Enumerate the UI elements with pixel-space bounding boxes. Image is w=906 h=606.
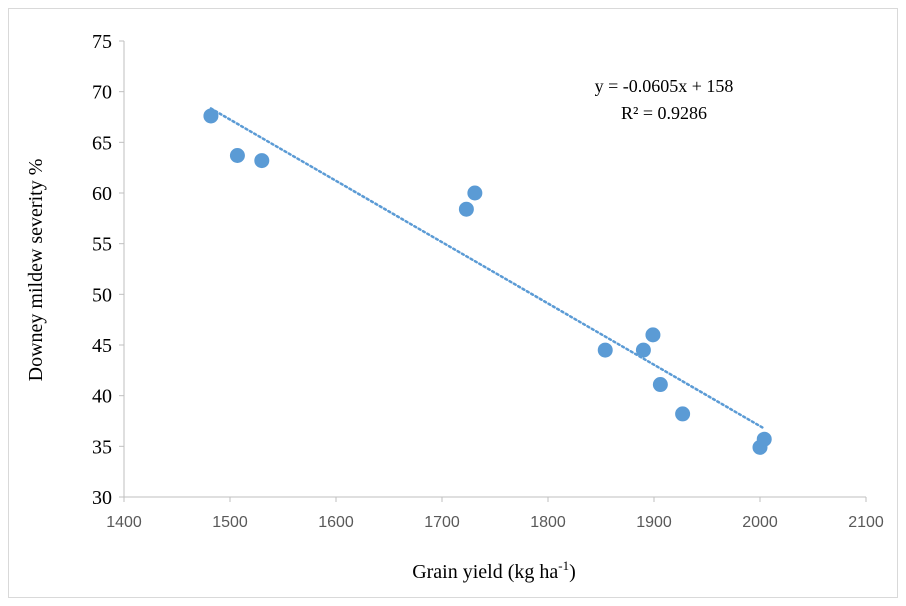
data-points xyxy=(203,108,772,455)
trendline-group xyxy=(209,107,766,430)
x-tick-label: 1600 xyxy=(318,514,354,531)
data-point xyxy=(229,148,245,164)
y-tick-label: 70 xyxy=(92,82,112,104)
x-tick-label: 1900 xyxy=(636,514,672,531)
data-point xyxy=(203,108,219,124)
y-tick-label: 65 xyxy=(92,132,112,154)
axes xyxy=(119,40,867,502)
x-axis-title: Grain yield (kg ha-1) xyxy=(412,558,576,583)
x-tick-label: 1400 xyxy=(106,514,142,531)
y-tick-label: 40 xyxy=(92,386,112,408)
trendline-equation: y = -0.0605x + 158 xyxy=(595,76,734,96)
x-tick-label: 1800 xyxy=(530,514,566,531)
data-point xyxy=(645,327,661,343)
y-tick-label: 75 xyxy=(92,31,112,53)
x-tick-label: 2100 xyxy=(848,514,884,531)
x-tick-label: 1500 xyxy=(212,514,248,531)
data-point xyxy=(467,185,483,201)
data-point xyxy=(458,201,474,217)
y-tick-label: 45 xyxy=(92,335,112,357)
r-squared-label: R² = 0.9286 xyxy=(621,103,707,123)
data-point xyxy=(597,342,613,358)
x-axis-title-suffix: ) xyxy=(569,561,576,583)
y-tick-label: 60 xyxy=(92,183,112,205)
data-point xyxy=(756,431,772,447)
data-point xyxy=(635,342,651,358)
y-tick-label: 50 xyxy=(92,284,112,306)
chart-frame xyxy=(8,8,898,598)
y-tick-label: 35 xyxy=(92,436,112,458)
data-point xyxy=(652,377,668,393)
data-point xyxy=(675,406,691,422)
data-point xyxy=(254,153,270,169)
x-axis-title-superscript: -1 xyxy=(558,558,569,573)
trendline xyxy=(209,107,766,430)
x-tick-labels: 1400 1500 1600 1700 1800 1900 2000 2100 xyxy=(106,514,884,531)
x-tick-label: 1700 xyxy=(424,514,460,531)
y-axis-title: Downey mildew severity % xyxy=(25,159,47,382)
y-tick-label: 55 xyxy=(92,234,112,256)
y-tick-label: 30 xyxy=(92,487,112,509)
y-tick-labels: 30 35 40 45 50 55 60 65 70 75 xyxy=(92,31,112,509)
x-axis-title-main: Grain yield (kg ha xyxy=(412,561,558,583)
x-tick-label: 2000 xyxy=(742,514,778,531)
